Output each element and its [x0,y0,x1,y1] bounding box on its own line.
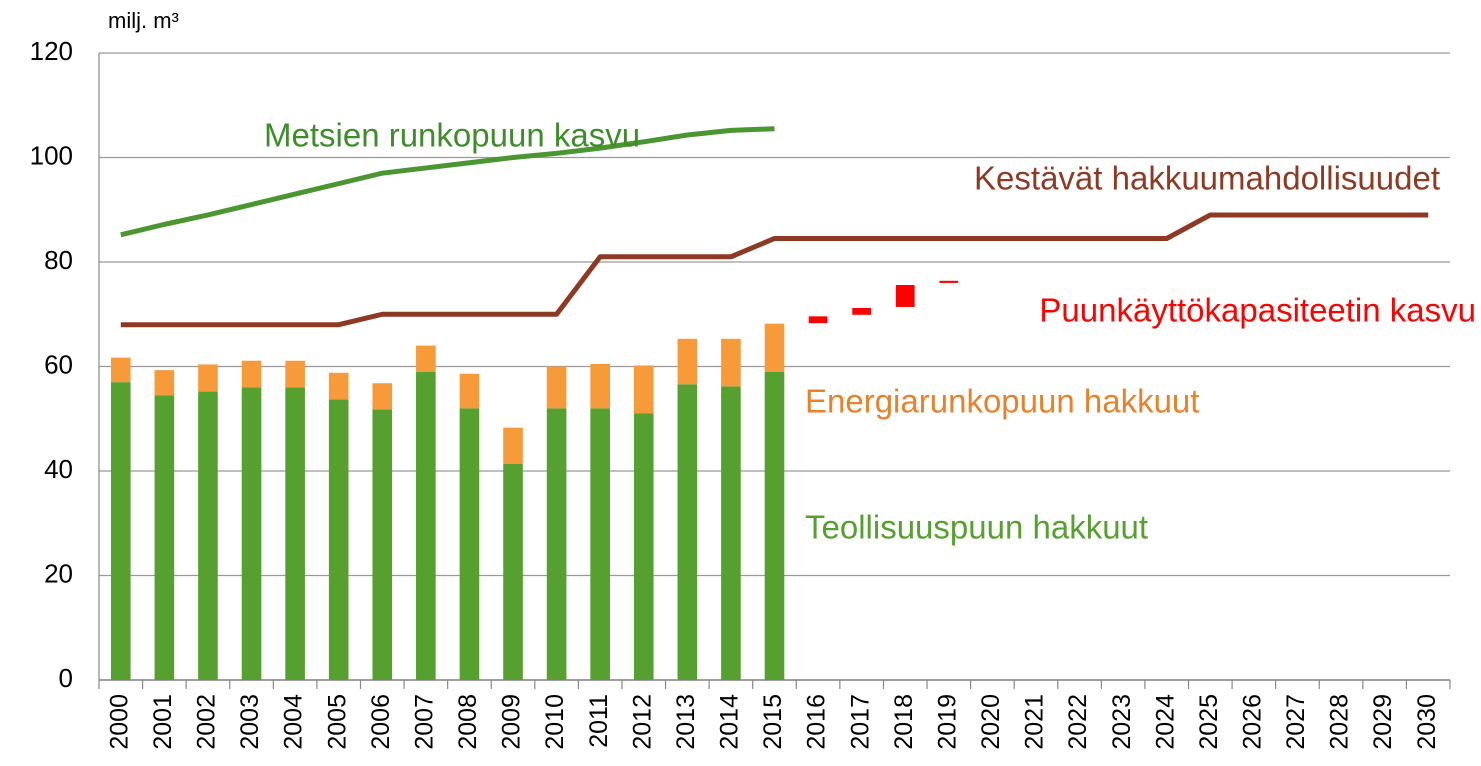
bar-segment [503,463,523,680]
bar-segment [677,384,698,680]
range-mark [808,316,828,324]
x-tick-label: 2026 [1238,694,1266,750]
bar-segment [328,399,349,680]
bar-segment [633,413,654,680]
x-tick-label: 2027 [1282,694,1310,750]
bar-segment [241,387,262,680]
y-axis-unit: milj. m³ [108,8,179,33]
bar-segment [633,365,654,414]
range-mark [895,284,915,307]
x-tick-label: 2009 [498,694,526,750]
bar-segment [459,408,480,680]
bar-segment [372,383,393,410]
x-tick-label: 2028 [1326,694,1354,750]
bar-segment [285,387,305,680]
x-tick-label: 2006 [367,694,395,750]
bar-segment [241,360,262,388]
x-tick-label: 2014 [716,694,744,750]
x-tick-label: 2018 [890,694,918,750]
bar-segment [721,338,741,387]
series-label: Puunkäyttökapasiteetin kasvu [1039,292,1476,329]
x-tick-label: 2007 [410,694,438,750]
series-label: Teollisuuspuun hakkuut [805,509,1148,546]
x-tick-label: 2008 [454,694,482,750]
y-tick-label: 0 [59,663,73,693]
x-tick-label: 2004 [280,694,308,750]
x-tick-label: 2017 [846,694,874,750]
y-tick-label: 80 [44,245,73,275]
x-tick-label: 2015 [759,694,787,750]
x-tick-label: 2021 [1021,694,1049,750]
bar-segment [590,363,610,409]
x-tick-label: 2002 [193,694,221,750]
bar-segment [110,357,131,383]
x-tick-label: 2025 [1195,694,1223,750]
y-tick-label: 60 [44,349,73,379]
x-tick-label: 2003 [236,694,264,750]
x-tick-label: 2030 [1413,694,1441,750]
bar-segment [764,323,785,372]
x-tick-label: 2000 [105,694,133,750]
bar-segment [154,370,175,396]
x-tick-label: 2012 [628,694,656,750]
x-tick-label: 2022 [1064,694,1092,750]
x-tick-label: 2020 [977,694,1005,750]
bar-segment [459,373,480,409]
bar-segment [154,395,175,680]
x-tick-label: 2029 [1369,694,1397,750]
x-tick-label: 2019 [933,694,961,750]
x-tick-label: 2024 [1151,694,1179,750]
x-tick-label: 2010 [541,694,569,750]
line [120,212,1429,328]
x-tick-label: 2005 [323,694,351,750]
line [120,126,775,238]
bar-segment [546,366,567,409]
series-label: Energiarunkopuun hakkuut [805,383,1199,420]
bar-segment [721,386,741,680]
bar-segment [198,391,218,680]
bar-segment [416,345,436,372]
y-tick-label: 40 [44,454,73,484]
bar-segment [328,372,349,400]
series-label: Kestävät hakkuumahdollisuudet [974,160,1440,197]
x-tick-label: 2023 [1108,694,1136,750]
x-tick-label: 2001 [149,694,177,750]
bar-segment [110,382,131,680]
bar-segment [503,427,523,464]
y-tick-label: 120 [30,36,73,66]
bar-segment [285,360,305,388]
bar-segment [198,364,218,392]
bar-segment [677,338,698,385]
range-mark [939,280,959,283]
bar-segment [546,408,567,680]
x-tick-label: 2013 [672,694,700,750]
bar-segment [764,371,785,680]
y-tick-label: 20 [44,558,73,588]
bar-segment [416,371,436,680]
bar-segment [590,408,610,680]
y-tick-label: 100 [30,140,73,170]
range-mark [852,307,872,315]
series-label: Metsien runkopuun kasvu [264,117,640,154]
bar-segment [372,409,393,680]
x-tick-label: 2016 [803,694,831,750]
x-tick-label: 2011 [585,694,613,748]
